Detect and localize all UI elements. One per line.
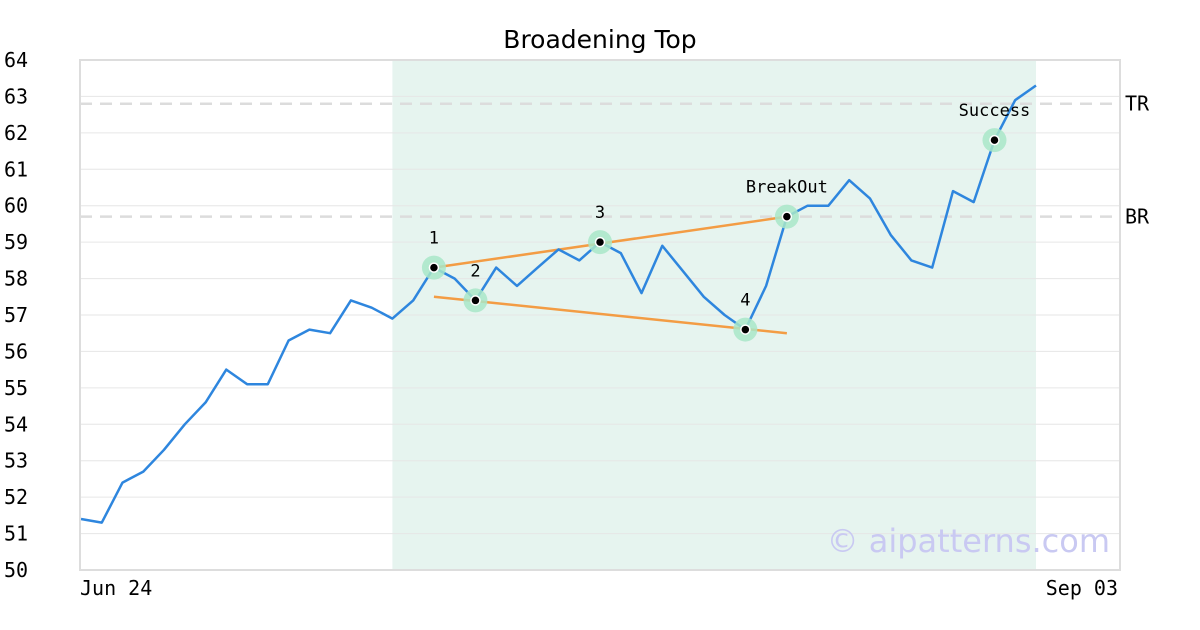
point-marker-1 <box>428 262 440 273</box>
y-tick-label: 64 <box>4 48 28 72</box>
x-tick-label-end: Sep 03 <box>1046 576 1118 600</box>
point-label-1: 1 <box>429 229 439 249</box>
point-label-2: 2 <box>470 261 480 281</box>
trendline-lower <box>433 295 787 335</box>
point-label-3: 3 <box>595 203 605 223</box>
point-marker-success <box>989 134 1000 146</box>
y-tick-label: 61 <box>4 157 28 181</box>
point-label-success: Success <box>959 101 1031 121</box>
y-tick-label: 60 <box>4 194 28 218</box>
point-marker-4 <box>740 324 751 335</box>
y-tick-label: 63 <box>4 84 28 108</box>
y-tick-label: 54 <box>4 412 28 436</box>
point-marker-breakout <box>781 211 793 222</box>
y-tick-label: 58 <box>4 267 28 291</box>
y-tick-label: 56 <box>4 339 28 363</box>
point-marker-3 <box>594 236 606 248</box>
point-marker-2 <box>470 295 481 306</box>
reference-label-tr: TR <box>1125 92 1150 116</box>
y-tick-label: 51 <box>4 522 28 546</box>
y-tick-label: 52 <box>4 485 28 509</box>
watermark: © aipatterns.com <box>827 522 1110 560</box>
point-label-4: 4 <box>740 291 750 311</box>
reference-label-br: BR <box>1125 205 1150 229</box>
y-tick-label: 50 <box>4 558 28 582</box>
x-tick-label-start: Jun 24 <box>80 576 152 600</box>
point-label-breakout: BreakOut <box>746 178 828 198</box>
plot-frame <box>79 59 1121 571</box>
chart-title: Broadening Top <box>503 25 696 54</box>
y-tick-label: 53 <box>4 449 28 473</box>
y-tick-label: 62 <box>4 121 28 145</box>
y-tick-label: 55 <box>4 376 28 400</box>
price-series-line <box>80 84 1037 524</box>
y-tick-label: 57 <box>4 303 28 327</box>
y-tick-label: 59 <box>4 230 28 254</box>
